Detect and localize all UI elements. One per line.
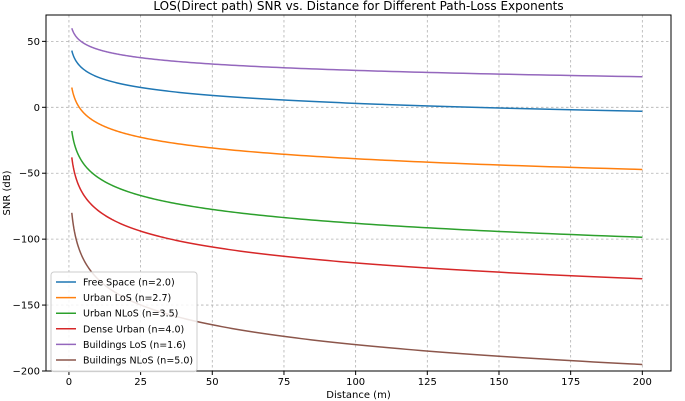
y-tick-label: −50 bbox=[19, 169, 40, 180]
x-tick-label: 25 bbox=[134, 377, 147, 388]
legend: Free Space (n=2.0) Urban LoS (n=2.7) Urban… bbox=[50, 271, 198, 373]
y-tick-label: −100 bbox=[13, 235, 40, 246]
y-tick-label: 0 bbox=[34, 103, 40, 114]
y-axis-label: SNR (dB) bbox=[2, 170, 13, 215]
x-tick-label: 175 bbox=[561, 377, 580, 388]
legend-label: Urban NLoS (n=3.5) bbox=[83, 309, 178, 320]
y-tick-label: −150 bbox=[13, 301, 40, 312]
series-line bbox=[71, 27, 643, 78]
x-tick-label: 200 bbox=[633, 377, 652, 388]
legend-box bbox=[50, 271, 198, 373]
tick-layer: 0 25 50 75 100 125 150 175 200 −200 −150 −100 −50 0 50 bbox=[13, 37, 652, 388]
x-axis-label: Distance (m) bbox=[326, 390, 391, 401]
x-tick-label: 75 bbox=[278, 377, 291, 388]
series-line bbox=[71, 87, 643, 171]
legend-label: Buildings NLoS (n=5.0) bbox=[83, 356, 193, 367]
x-tick-label: 100 bbox=[346, 377, 365, 388]
x-tick-label: 0 bbox=[66, 377, 72, 388]
x-tick-label: 50 bbox=[206, 377, 219, 388]
y-tick-label: 50 bbox=[27, 37, 40, 48]
chart-title: LOS(Direct path) SNR vs. Distance for Di… bbox=[153, 0, 563, 13]
legend-label: Free Space (n=2.0) bbox=[83, 278, 175, 289]
y-tick-label: −200 bbox=[13, 367, 40, 378]
series-line bbox=[71, 130, 643, 238]
x-tick-label: 150 bbox=[489, 377, 508, 388]
legend-label: Buildings LoS (n=1.6) bbox=[83, 340, 186, 351]
plot-frame bbox=[45, 14, 672, 372]
series-line bbox=[71, 157, 643, 280]
legend-label: Urban LoS (n=2.7) bbox=[83, 293, 171, 304]
legend-label: Dense Urban (n=4.0) bbox=[83, 324, 184, 335]
x-tick-label: 125 bbox=[418, 377, 437, 388]
series-line bbox=[71, 50, 643, 113]
